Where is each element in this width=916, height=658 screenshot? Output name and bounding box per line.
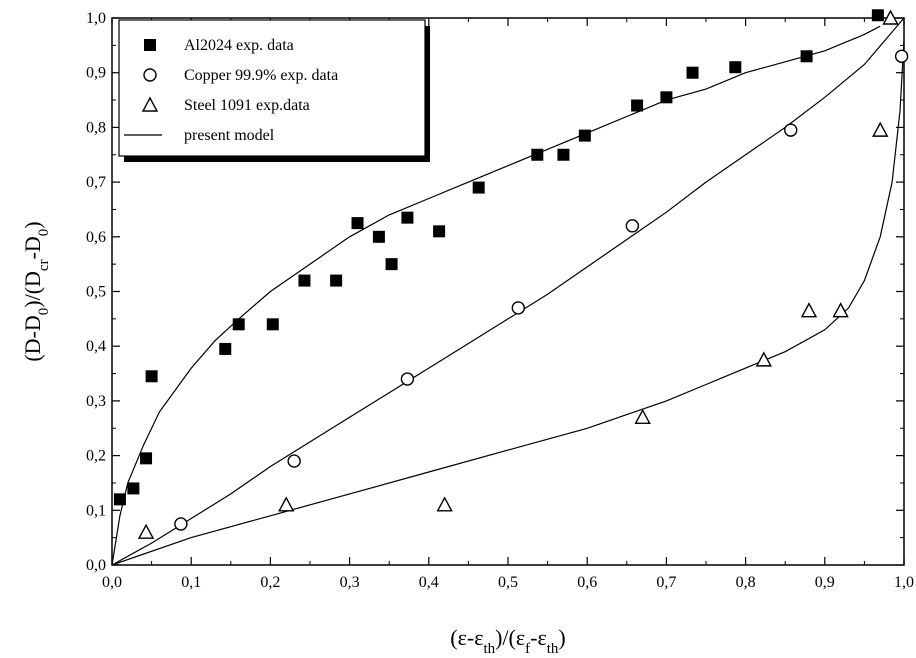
x-tick-label: 0,6 — [577, 574, 597, 591]
al2024-point — [351, 217, 364, 230]
y-tick-label: 0,2 — [86, 448, 106, 465]
steel-point — [872, 121, 889, 137]
legend-box — [118, 19, 426, 157]
x-tick-label: 0,0 — [102, 574, 122, 591]
al2024-point — [266, 318, 279, 331]
al2024-point — [385, 258, 398, 271]
legend-label: Al2024 exp. data — [184, 37, 294, 54]
x-tick-label: 0,8 — [736, 574, 756, 591]
model-curves — [111, 17, 905, 566]
al2024-point — [871, 9, 884, 22]
al2024-point — [145, 370, 158, 383]
model-curve — [111, 25, 881, 566]
steel-point — [800, 302, 818, 318]
y-tick-label: 0,7 — [86, 174, 106, 191]
al2024-point — [631, 99, 644, 112]
copper-point — [400, 372, 415, 386]
y-tick-label: 0,8 — [86, 119, 106, 136]
legend-label: present model — [184, 127, 275, 144]
al2024-point — [219, 342, 232, 355]
x-tick-label: 0,4 — [419, 574, 439, 591]
steel-point — [278, 496, 295, 512]
steel-point — [882, 9, 899, 25]
steel-point — [755, 351, 772, 367]
al2024-point — [372, 230, 385, 243]
x-tick-label: 0,2 — [260, 574, 280, 591]
al2024-point — [298, 274, 311, 287]
copper-point — [625, 219, 640, 233]
x-tick-label: 0,5 — [498, 574, 518, 591]
al2024-point — [140, 452, 153, 465]
x-tick-label: 0,1 — [181, 574, 201, 591]
data-markers — [113, 9, 909, 539]
copper-point — [894, 49, 909, 63]
legend: Al2024 exp. data Copper 99.9% exp. data St… — [118, 19, 430, 162]
model-curve — [111, 17, 905, 566]
y-tick-label: 0,1 — [86, 502, 106, 519]
al2024-point — [232, 318, 245, 331]
al2024-point — [578, 129, 591, 142]
legend-marker — [141, 96, 159, 112]
steel-point — [137, 523, 155, 539]
y-tick-label: 0,0 — [86, 557, 106, 574]
y-tick-label: 0,5 — [86, 284, 106, 301]
y-tick-label: 0,3 — [86, 393, 106, 410]
legend-label: Steel 1091 exp.data — [184, 97, 310, 114]
legend-marker — [143, 68, 157, 82]
copper-point — [511, 301, 525, 315]
steel-point — [436, 496, 453, 512]
y-tick-label: 1,0 — [86, 10, 106, 27]
x-tick-label: 1,0 — [894, 574, 914, 591]
legend-items: Al2024 exp. data Copper 99.9% exp. data St… — [124, 37, 338, 144]
x-tick-label: 0,3 — [340, 574, 360, 591]
y-axis-title: (D-D0)/(Dcr-D0) — [20, 221, 52, 361]
y-tick-label: 0,6 — [86, 229, 106, 246]
y-tick-label: 0,4 — [86, 338, 106, 355]
al2024-point — [330, 274, 343, 287]
steel-point — [832, 302, 849, 318]
copper-point — [784, 123, 798, 137]
al2024-point — [660, 91, 673, 104]
copper-point — [174, 517, 188, 531]
legend-label: Copper 99.9% exp. data — [184, 67, 338, 84]
x-tick-label: 0,9 — [815, 574, 835, 591]
al2024-point — [729, 61, 742, 74]
al2024-point — [433, 225, 446, 238]
model-curve — [111, 39, 905, 566]
y-tick-label: 0,9 — [86, 65, 106, 82]
al2024-point — [686, 66, 699, 79]
steel-point — [634, 408, 651, 425]
al2024-point — [472, 181, 485, 194]
copper-point — [287, 454, 301, 468]
al2024-point — [127, 482, 140, 495]
al2024-point — [531, 148, 544, 161]
al2024-point — [113, 493, 126, 506]
x-axis-title: (ε-εth)/(εf-εth) — [450, 625, 565, 657]
al2024-point — [401, 211, 414, 224]
al2024-point — [557, 148, 570, 161]
x-tick-label: 0,7 — [656, 574, 676, 591]
axes: 0,0 0,1 0,2 0,3 0,4 0,5 0,6 0,7 0,8 0,9 1,0 0,0 0,1 0… — [86, 10, 914, 591]
al2024-point — [800, 50, 813, 63]
legend-marker — [144, 39, 156, 51]
